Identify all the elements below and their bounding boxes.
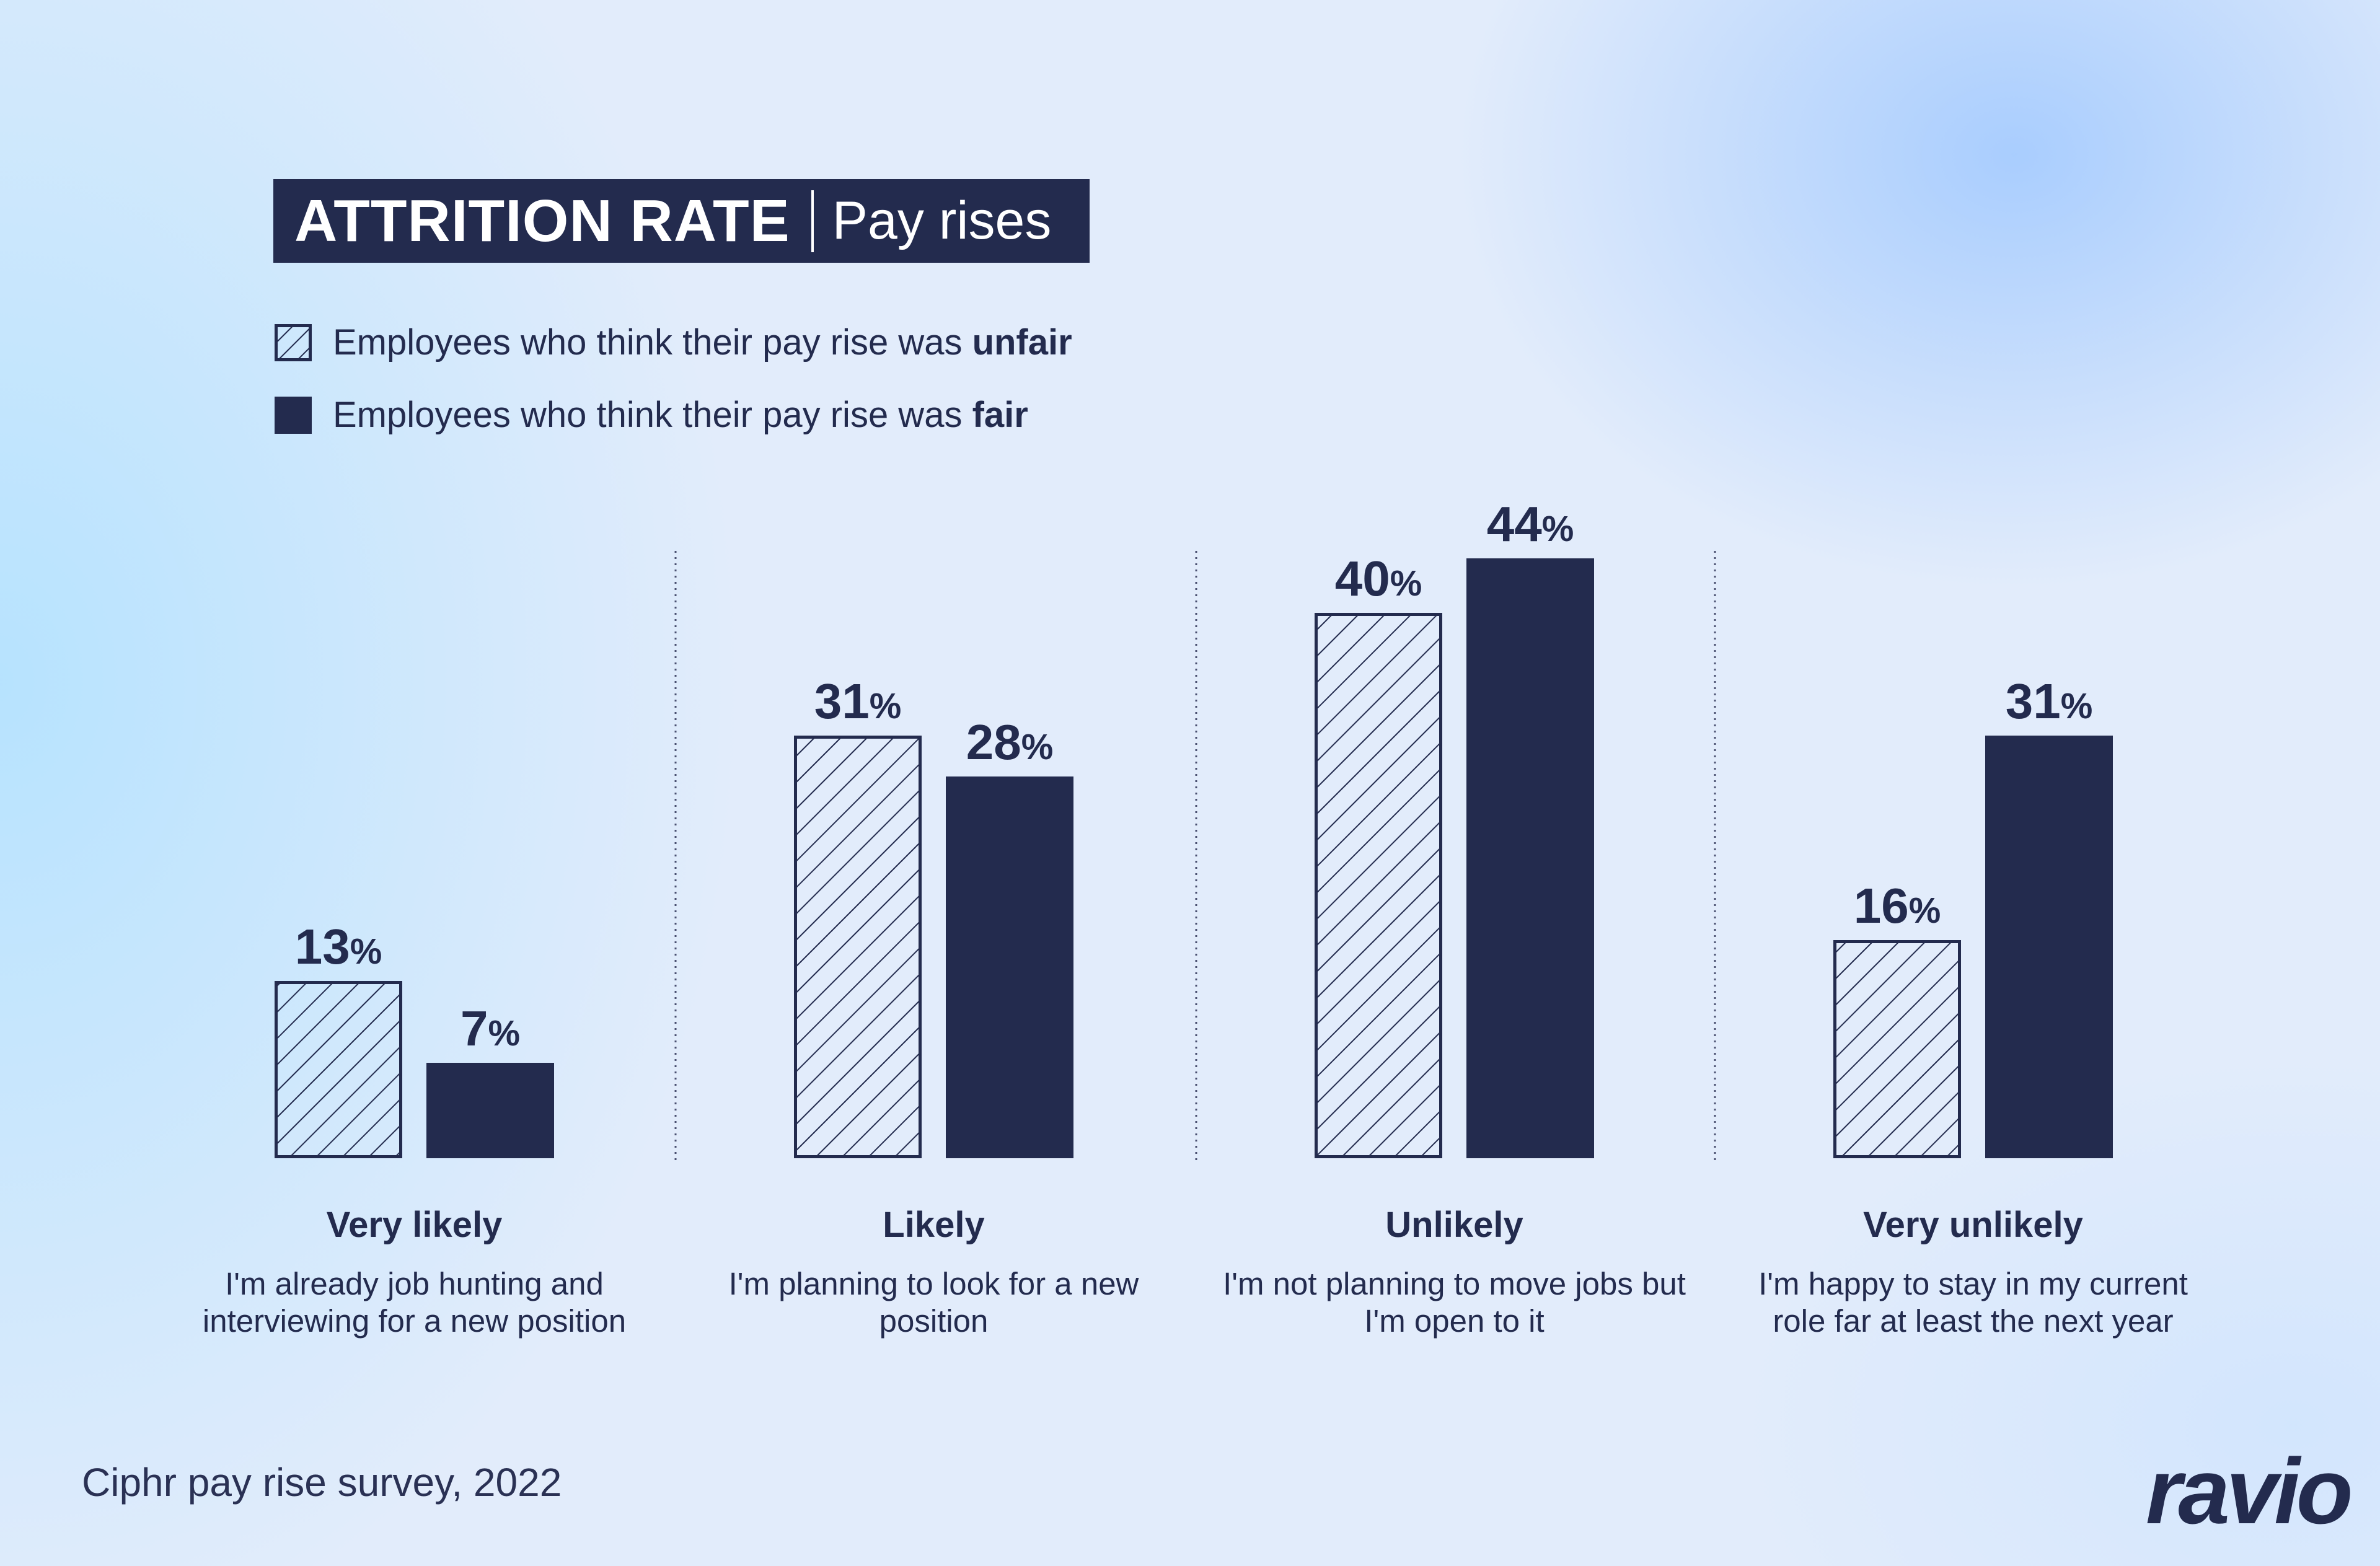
category-title: Likely [883,1205,985,1245]
source-note: Ciphr pay rise survey, 2022 [82,1460,562,1505]
value-label: 31% [814,674,902,729]
legend-label: Employees who think their pay rise was u… [333,322,1072,363]
value-label: 28% [966,715,1054,770]
value-label: 31% [2006,674,2093,729]
category-description: I'm planning to look for a new position [728,1266,1139,1339]
legend-label: Employees who think their pay rise was f… [333,395,1028,435]
ravio-logo: ravio [2146,1439,2353,1543]
category-description: I'm already job hunting and interviewing… [202,1266,627,1339]
value-label: 7% [461,1001,520,1056]
value-label: 16% [1854,878,1941,933]
bar-fair [1985,736,2113,1158]
chart-title: ATTRITION RATE [294,187,790,254]
bar-fair [946,776,1073,1158]
category-title: Unlikely [1385,1205,1523,1245]
bar-unfair [1833,940,1961,1158]
title-divider [811,190,814,252]
value-label: 40% [1335,551,1422,606]
bar-unfair [794,736,922,1158]
category-description: I'm not planning to move jobs but I'm op… [1223,1266,1686,1339]
legend-item-fair: Employees who think their pay rise was f… [275,394,1028,436]
chart-title-banner: ATTRITION RATE Pay rises [273,179,1090,263]
solid-swatch-icon [275,396,312,434]
bar-fair [426,1063,554,1158]
value-label: 13% [295,919,382,974]
category-description: I'm happy to stay in my current role far… [1758,1266,2188,1339]
category-title: Very unlikely [1863,1205,2083,1245]
category-title: Very likely [326,1205,503,1245]
bar-fair [1466,558,1594,1158]
value-label: 44% [1487,496,1574,552]
legend-item-unfair: Employees who think their pay rise was u… [275,322,1072,363]
chart-subtitle: Pay rises [832,191,1052,250]
bar-unfair [275,981,402,1158]
hatched-swatch-icon [275,323,312,361]
bar-unfair [1315,613,1442,1158]
